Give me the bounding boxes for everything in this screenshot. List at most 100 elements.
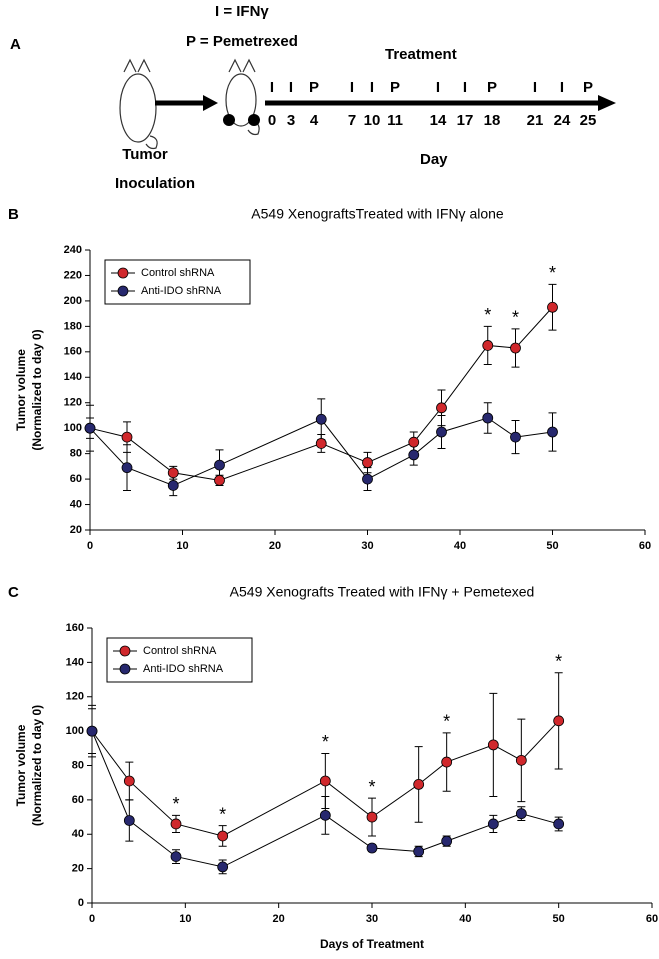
- y-tick-label: 160: [64, 346, 82, 358]
- y-tick-label: 60: [72, 794, 84, 806]
- x-tick-label: 20: [273, 913, 285, 925]
- y-tick-label: 140: [64, 371, 82, 383]
- x-tick-label: 60: [646, 913, 658, 925]
- y-tick-label: 140: [66, 656, 84, 668]
- data-point: [408, 436, 420, 448]
- y-tick-label: 20: [72, 863, 84, 875]
- y-tick-label: 120: [64, 397, 82, 409]
- dose-marker: P: [487, 79, 497, 96]
- x-tick-label: 10: [176, 540, 188, 552]
- data-point: [366, 842, 378, 854]
- data-point: [121, 431, 133, 443]
- data-point: [441, 756, 453, 768]
- y-axis-label: Tumor volume: [14, 724, 28, 806]
- dose-marker: P: [390, 79, 400, 96]
- x-tick-label: 40: [459, 913, 471, 925]
- y-axis-label: (Normalized to day 0): [30, 705, 44, 826]
- legend-line: I = IFNγ: [215, 3, 269, 20]
- dose-marker: P: [583, 79, 593, 96]
- legend-marker: [117, 285, 129, 297]
- x-tick-label: 10: [179, 913, 191, 925]
- y-tick-label: 100: [66, 725, 84, 737]
- day-label: Day: [420, 151, 448, 168]
- y-tick-label: 40: [72, 828, 84, 840]
- legend-box: [106, 637, 253, 683]
- data-point: [510, 431, 521, 443]
- panel-label: B: [8, 206, 19, 223]
- dose-marker: I: [533, 79, 537, 96]
- dose-marker: I: [289, 79, 293, 96]
- data-point: [123, 775, 135, 787]
- data-point: [547, 301, 558, 313]
- x-tick-label: 0: [89, 913, 95, 925]
- y-tick-label: 20: [70, 524, 82, 536]
- data-point: [315, 413, 327, 425]
- dose-marker: I: [350, 79, 354, 96]
- data-point: [362, 457, 373, 468]
- data-point: [441, 835, 453, 847]
- data-point: [510, 342, 521, 354]
- mouse-icon: [119, 58, 158, 150]
- treatment-label: Treatment: [385, 46, 457, 63]
- day-number: 0: [268, 112, 276, 129]
- data-point: [482, 340, 494, 351]
- data-point: [217, 861, 229, 873]
- series-line: [89, 306, 553, 481]
- y-tick-label: 180: [64, 320, 82, 332]
- y-tick-label: 40: [70, 498, 82, 510]
- day-number: 4: [310, 112, 319, 129]
- x-tick-label: 20: [269, 540, 281, 552]
- data-point: [84, 422, 96, 434]
- data-point: [366, 811, 378, 823]
- significance-mark: *: [484, 305, 491, 325]
- data-point: [214, 459, 225, 471]
- data-point: [487, 739, 499, 751]
- data-point: [413, 846, 425, 857]
- panel-label: A: [10, 36, 21, 53]
- significance-mark: *: [368, 777, 375, 797]
- y-tick-label: 120: [66, 691, 84, 703]
- y-tick-label: 80: [70, 448, 82, 460]
- day-number: 11: [387, 112, 403, 129]
- data-point: [170, 851, 182, 862]
- day-number: 25: [580, 112, 597, 129]
- dose-marker: I: [560, 79, 564, 96]
- legend-label: Control shRNA: [141, 267, 215, 279]
- significance-mark: *: [549, 263, 556, 283]
- data-point: [170, 818, 182, 830]
- data-point: [121, 462, 133, 474]
- tumor-dot: [223, 114, 235, 126]
- x-tick-label: 50: [546, 540, 558, 552]
- y-tick-label: 60: [70, 473, 82, 485]
- y-tick-label: 240: [64, 244, 82, 256]
- tumor-label: Inoculation: [115, 175, 195, 192]
- day-number: 7: [348, 112, 356, 129]
- day-number: 10: [364, 112, 381, 129]
- x-tick-label: 30: [366, 913, 378, 925]
- dose-marker: I: [370, 79, 374, 96]
- legend-label: Control shRNA: [143, 645, 217, 657]
- x-axis-label: Days of Treatment: [320, 937, 424, 951]
- legend-marker: [119, 645, 131, 657]
- dose-marker: I: [270, 79, 274, 96]
- data-point: [436, 426, 447, 438]
- legend-box: [104, 259, 251, 305]
- significance-mark: *: [322, 732, 329, 752]
- significance-mark: *: [219, 804, 226, 824]
- data-point: [547, 426, 558, 438]
- y-axis-label: (Normalized to day 0): [30, 329, 44, 450]
- legend-label: Anti-IDO shRNA: [143, 663, 224, 675]
- timeline: [265, 95, 616, 111]
- dose-marker: P: [309, 79, 319, 96]
- dose-marker: I: [436, 79, 440, 96]
- y-tick-label: 80: [72, 759, 84, 771]
- data-point: [123, 815, 135, 826]
- data-point: [553, 818, 565, 830]
- data-point: [553, 715, 565, 727]
- y-tick-label: 160: [66, 622, 84, 634]
- data-point: [217, 830, 229, 842]
- day-number: 17: [457, 112, 474, 129]
- x-tick-label: 30: [361, 540, 373, 552]
- y-axis-label: Tumor volume: [14, 349, 28, 431]
